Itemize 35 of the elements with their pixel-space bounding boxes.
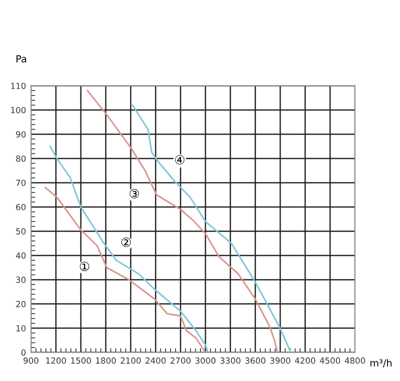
y-tick-label: 10 [16,325,26,332]
y-axis-title: Pa [16,55,26,63]
series-label: ② [121,238,131,247]
x-axis-title: m³/h [370,359,392,368]
line-series [44,186,206,352]
y-tick-label: 80 [16,155,26,162]
line-series [132,104,292,352]
x-tick-label: 4500 [320,357,340,364]
y-tick-label: 50 [16,228,26,234]
line-series [49,146,209,352]
y-tick-label: 110 [11,82,26,90]
y-tick-label: 100 [11,106,26,114]
x-tick-label: 3900 [270,357,290,364]
series-label: ① [80,262,90,272]
y-tick-label: 60 [16,204,26,210]
x-tick-label: 1500 [71,357,91,364]
y-tick-label: 0 [21,349,26,356]
y-tick-label: 90 [16,131,26,138]
x-tick-label: 1800 [96,357,116,364]
series-label: ④ [175,155,184,164]
x-tick-label: 4200 [294,357,316,364]
series-label: ③ [130,189,139,198]
x-tick-label: 3000 [195,357,216,364]
x-tick-label: 3600 [245,357,266,364]
x-tick-label: 900 [24,357,38,364]
y-tick-label: 40 [16,252,26,259]
y-tick-label: 70 [16,180,26,186]
x-tick-label: 2700 [170,357,191,364]
x-tick-label: 3300 [220,357,240,364]
x-tick-label: 1200 [46,357,66,364]
y-tick-label: 30 [16,276,26,283]
y-tick-label: 20 [16,300,26,308]
x-tick-label: 2100 [120,357,141,364]
x-tick-label: 4800 [344,357,366,364]
x-tick-label: 2400 [146,357,166,364]
